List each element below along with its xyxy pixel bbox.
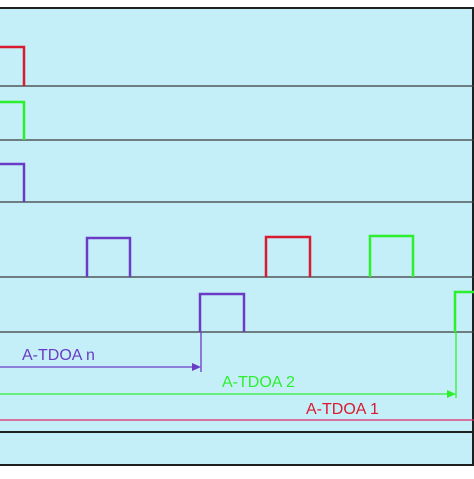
green-pulse-row-4: [368, 234, 415, 277]
atdoa-2-arrowhead: [447, 390, 456, 398]
purple-pulse-row-4: [85, 236, 132, 277]
red-pulse-row-1: [0, 45, 26, 86]
atdoa-2-label: A-TDOA 2: [222, 374, 295, 391]
green-pulse-row-5: [453, 290, 474, 332]
atdoa-1-label: A-TDOA 1: [306, 401, 379, 418]
green-pulse-row-2: [0, 100, 26, 140]
purple-pulse-row-5: [198, 292, 246, 332]
red-pulse-row-4: [264, 235, 312, 277]
atdoa-n-label: A-TDOA n: [22, 347, 95, 364]
atdoa-n-arrowhead: [192, 363, 201, 371]
purple-pulse-row-3: [0, 162, 26, 202]
